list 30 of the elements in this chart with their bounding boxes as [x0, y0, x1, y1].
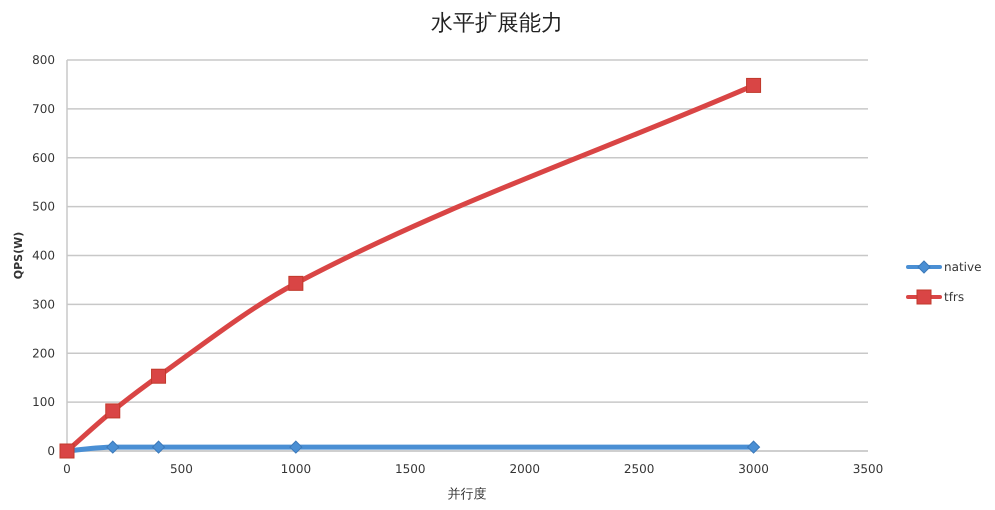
x-tick-label: 2500 — [624, 462, 654, 476]
chart-title: 水平扩展能力 — [431, 11, 563, 36]
point — [747, 440, 760, 454]
x-tick-label: 3500 — [852, 462, 884, 476]
x-tick-label: 500 — [170, 462, 193, 476]
point — [151, 368, 166, 384]
x-tick-label: 2000 — [509, 462, 540, 476]
y-tick-label: 200 — [32, 346, 55, 360]
legend-label: native — [944, 260, 982, 274]
y-tick-label: 300 — [32, 297, 55, 312]
x-tick-label: 1000 — [280, 462, 312, 476]
y-tick-label: 700 — [32, 102, 55, 116]
x-tick-label: 1500 — [395, 462, 426, 476]
point — [289, 440, 302, 454]
x-tick-label: 3000 — [738, 462, 769, 476]
legend-label: tfrs — [944, 290, 964, 304]
y-tick-label: 0 — [47, 444, 55, 458]
x-tick-label: 0 — [63, 462, 71, 476]
point — [152, 440, 166, 454]
y-axis-title: QPS(W) — [12, 232, 25, 280]
point — [105, 403, 120, 418]
point — [746, 78, 762, 93]
y-tick-label: 600 — [32, 150, 55, 165]
point — [106, 440, 120, 454]
point — [288, 276, 304, 291]
y-tick-label: 400 — [32, 248, 55, 262]
y-tick-label: 500 — [32, 200, 55, 214]
y-tick-label: 100 — [32, 395, 55, 410]
x-axis-title: 并行度 — [448, 486, 486, 502]
y-tick-label: 800 — [32, 53, 55, 67]
